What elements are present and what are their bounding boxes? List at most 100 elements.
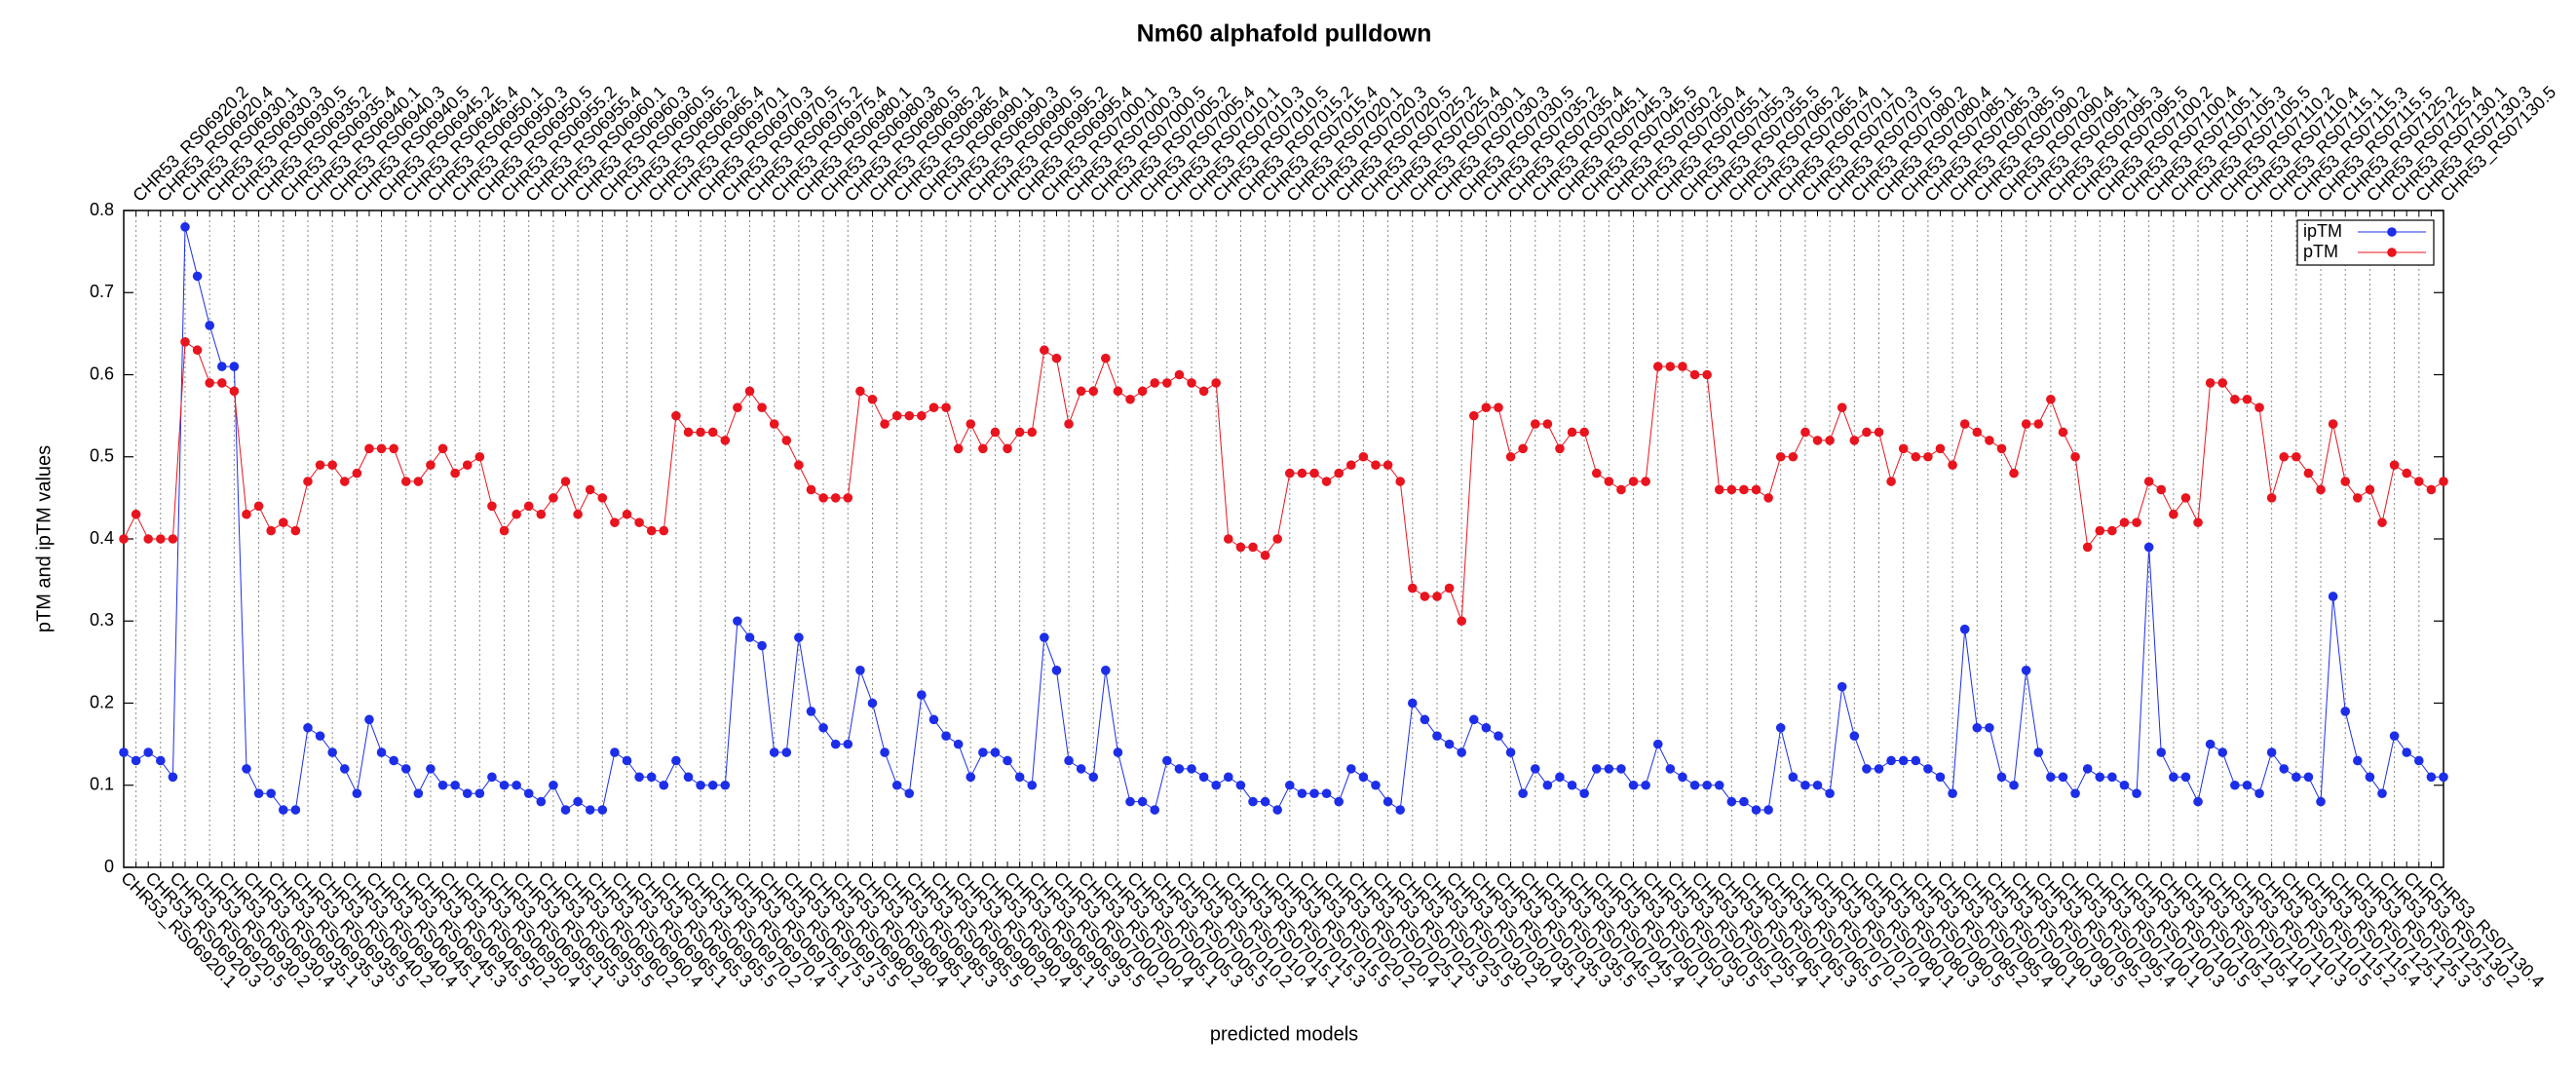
data-point xyxy=(1689,369,1700,380)
data-point xyxy=(1689,780,1700,790)
data-point xyxy=(830,739,841,749)
data-point xyxy=(1555,772,1565,783)
data-point xyxy=(1137,386,1148,397)
data-point xyxy=(389,443,398,454)
data-point xyxy=(1542,780,1553,790)
data-point xyxy=(757,402,767,413)
data-point xyxy=(622,755,632,766)
data-point xyxy=(843,493,853,503)
data-point xyxy=(131,755,141,766)
data-point xyxy=(266,525,276,536)
data-point xyxy=(1739,484,1749,495)
series-line xyxy=(123,340,2444,622)
data-point xyxy=(389,755,398,766)
data-point xyxy=(1076,386,1086,397)
data-point xyxy=(560,805,571,815)
data-point xyxy=(1726,484,1737,495)
data-point xyxy=(1542,419,1553,429)
data-point xyxy=(867,698,878,708)
data-point xyxy=(352,788,362,798)
data-point xyxy=(339,764,350,774)
data-point xyxy=(1665,764,1676,774)
data-point xyxy=(499,780,510,790)
data-point xyxy=(1481,722,1492,733)
data-point xyxy=(2132,788,2141,798)
data-point xyxy=(1211,780,1222,790)
data-point xyxy=(2217,747,2228,757)
data-point xyxy=(891,780,902,790)
data-point xyxy=(474,788,485,798)
y-axis-label: pTM and ipTM values xyxy=(33,445,55,632)
data-point xyxy=(1494,731,1503,741)
data-point xyxy=(462,460,473,470)
data-point xyxy=(1076,764,1086,774)
data-point xyxy=(990,427,1001,438)
data-point xyxy=(168,772,178,783)
data-point xyxy=(2402,468,2412,479)
data-point xyxy=(327,460,337,470)
data-point xyxy=(818,493,828,503)
data-point xyxy=(1591,764,1602,774)
data-point xyxy=(278,517,288,527)
data-point xyxy=(229,362,240,371)
data-point xyxy=(585,805,595,815)
data-point xyxy=(1800,780,1810,790)
data-point xyxy=(2402,747,2412,757)
data-point xyxy=(1051,353,1062,364)
data-point xyxy=(928,714,939,725)
data-point xyxy=(953,739,964,749)
data-point xyxy=(880,747,890,757)
data-point xyxy=(1150,378,1160,388)
data-point xyxy=(2414,477,2424,486)
y-tick-label: 0.8 xyxy=(90,200,114,219)
x-axis-label: predicted models xyxy=(1210,1023,1358,1045)
data-point xyxy=(1505,451,1516,462)
data-point xyxy=(1040,345,1049,356)
data-point xyxy=(523,788,534,798)
data-point xyxy=(1935,443,1946,454)
data-point xyxy=(1088,772,1099,783)
data-point xyxy=(2058,772,2068,783)
data-point xyxy=(1714,780,1724,790)
data-point xyxy=(2230,780,2240,790)
data-point xyxy=(1775,722,1786,733)
data-point xyxy=(315,731,325,741)
data-point xyxy=(2058,427,2068,438)
data-point xyxy=(1579,788,1589,798)
data-point xyxy=(400,764,411,774)
data-point xyxy=(2180,493,2191,503)
data-point xyxy=(1224,534,1233,544)
y-tick-label: 0.4 xyxy=(90,528,114,548)
data-point xyxy=(966,419,976,429)
data-point xyxy=(2328,592,2338,601)
data-point xyxy=(450,780,460,790)
data-point xyxy=(1996,443,2007,454)
data-point xyxy=(646,525,657,536)
data-point xyxy=(818,722,828,733)
data-point xyxy=(1420,714,1430,725)
data-point xyxy=(794,460,804,470)
data-point xyxy=(1985,436,1994,445)
data-point xyxy=(1763,805,1773,815)
data-point xyxy=(511,780,521,790)
data-point xyxy=(1248,796,1258,807)
data-point xyxy=(671,410,681,421)
data-point xyxy=(1972,722,1983,733)
data-point xyxy=(242,509,251,519)
data-point xyxy=(119,747,129,757)
data-point xyxy=(659,525,669,536)
data-point xyxy=(536,509,547,519)
data-point xyxy=(1788,772,1799,783)
data-point xyxy=(1678,362,1687,371)
data-point xyxy=(1702,369,1712,380)
data-point xyxy=(1457,616,1466,627)
data-point xyxy=(290,525,301,536)
data-point xyxy=(707,780,718,790)
data-point xyxy=(1284,468,1295,479)
data-point xyxy=(1948,460,1957,470)
data-point xyxy=(891,410,902,421)
data-point xyxy=(744,386,755,397)
